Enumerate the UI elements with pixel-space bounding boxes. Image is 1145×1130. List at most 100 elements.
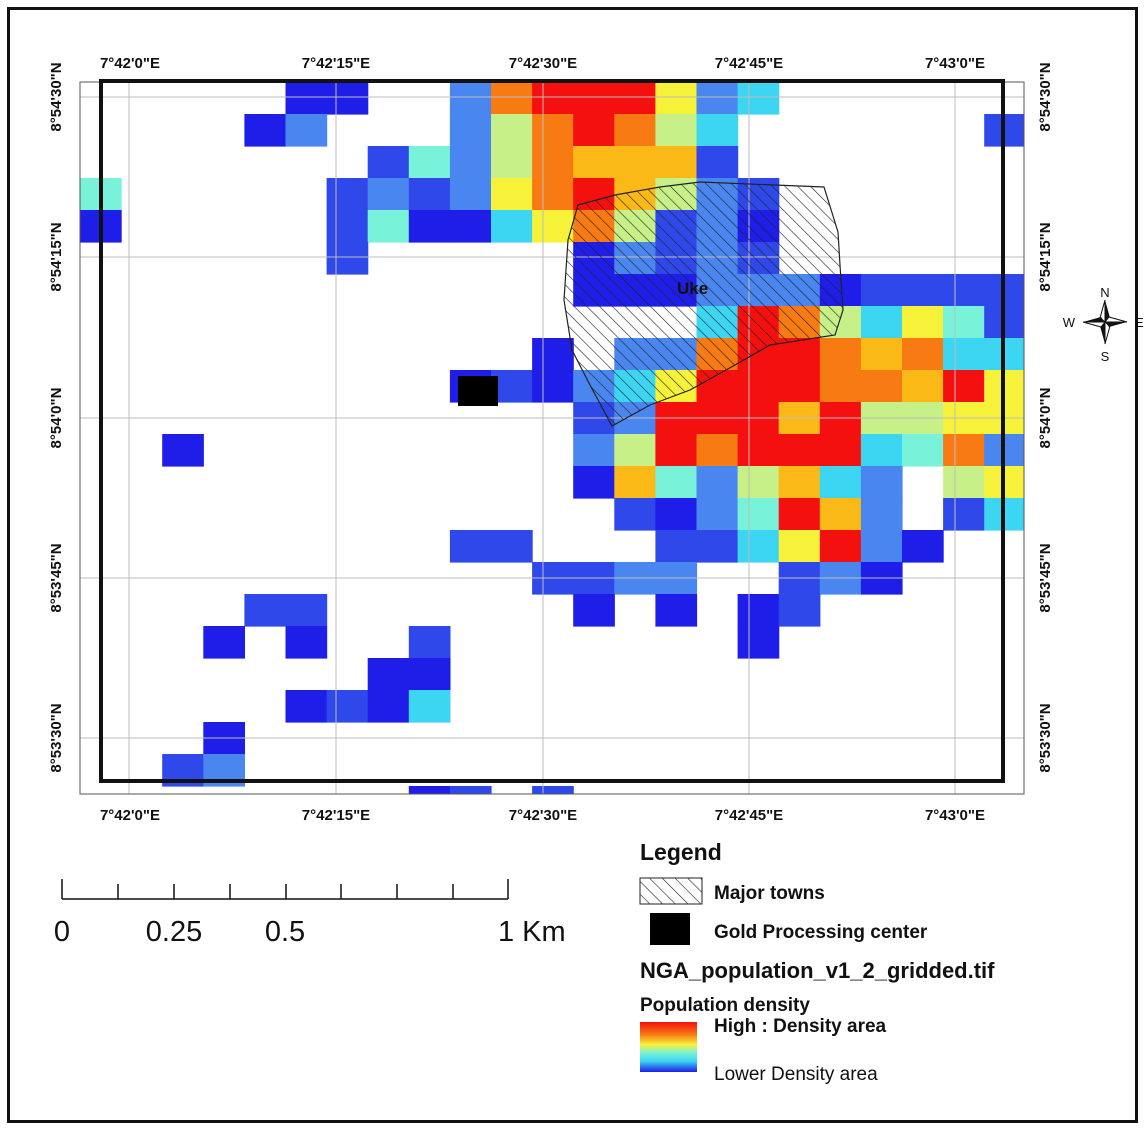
- compass-s: S: [1101, 349, 1110, 364]
- raster-cell: [367, 210, 410, 243]
- raster-cell: [655, 82, 698, 115]
- raster-cell: [943, 274, 985, 307]
- raster-cell: [614, 434, 656, 467]
- raster-cell: [860, 306, 903, 339]
- raster-cell: [532, 82, 574, 115]
- raster-cell: [984, 274, 1024, 307]
- raster-cell: [203, 626, 245, 659]
- population-raster: [80, 82, 1067, 794]
- lat-labels-left: 8°54'30"N 8°54'15"N 8°54'0"N 8°53'45"N 8…: [48, 62, 65, 772]
- raster-cell: [943, 434, 985, 467]
- raster-cell: [737, 466, 780, 499]
- compass-n: N: [1100, 285, 1109, 300]
- raster-cell: [860, 530, 903, 563]
- raster-cell: [449, 82, 492, 115]
- raster-cell: [778, 498, 821, 531]
- lat-label: 8°54'0"N: [1037, 388, 1054, 449]
- raster-cell: [491, 210, 533, 243]
- raster-cell: [737, 498, 780, 531]
- raster-cell: [819, 530, 862, 563]
- raster-cell: [696, 434, 739, 467]
- raster-cell: [943, 306, 985, 339]
- raster-cell: [408, 690, 451, 723]
- raster-cell: [737, 82, 780, 115]
- raster-cell: [860, 370, 903, 403]
- raster-cell: [778, 594, 821, 627]
- raster-cell: [449, 210, 492, 243]
- raster-cell: [244, 594, 287, 627]
- graticule: [80, 82, 1024, 794]
- raster-cell: [984, 338, 1024, 371]
- raster-cell: [449, 146, 492, 179]
- raster-cell: [737, 370, 780, 403]
- raster-cell: [614, 114, 656, 147]
- gold-center-swatch: [650, 913, 690, 945]
- raster-cell: [655, 114, 698, 147]
- raster-cell: [984, 114, 1024, 147]
- raster-cell: [285, 82, 328, 115]
- gold-processing-center: [458, 376, 498, 406]
- raster-cell: [573, 82, 615, 115]
- raster-cell: [491, 114, 533, 147]
- raster-cell: [696, 114, 739, 147]
- raster-cell: [614, 466, 656, 499]
- lon-labels-top: 7°42'0"E 7°42'15"E 7°42'30"E 7°42'45"E 7…: [100, 55, 985, 72]
- raster-cell: [326, 242, 369, 275]
- raster-cell: [860, 274, 903, 307]
- legend-layer-name: NGA_population_v1_2_gridded.tif: [640, 958, 995, 983]
- raster-cell: [819, 498, 862, 531]
- raster-cell: [285, 690, 328, 723]
- raster-cell: [573, 146, 615, 179]
- raster-cell: [696, 146, 739, 179]
- lon-label: 7°42'30"E: [509, 807, 577, 824]
- raster-cell: [984, 306, 1024, 339]
- raster-cell: [860, 434, 903, 467]
- lon-label: 7°42'15"E: [302, 807, 370, 824]
- density-ramp-swatch: [640, 1022, 697, 1072]
- raster-cell: [737, 434, 780, 467]
- raster-cell: [326, 178, 369, 211]
- lat-label: 8°54'30"N: [1037, 62, 1054, 131]
- lon-label: 7°42'45"E: [715, 55, 783, 72]
- scale-label: 0: [54, 916, 70, 948]
- legend-high: High : Density area: [714, 1016, 887, 1037]
- major-towns-swatch: [639, 877, 703, 905]
- raster-cell: [244, 114, 287, 147]
- legend-major-towns: Major towns: [714, 883, 825, 904]
- lat-label: 8°54'15"N: [48, 222, 65, 291]
- raster-cell: [984, 370, 1024, 403]
- raster-cell: [819, 338, 862, 371]
- lon-label: 7°43'0"E: [925, 55, 985, 72]
- town-label-uke: Uke: [677, 279, 708, 298]
- raster-cell: [902, 274, 944, 307]
- lon-label: 7°42'15"E: [302, 55, 370, 72]
- raster-cell: [491, 178, 533, 211]
- raster-cell: [408, 658, 451, 691]
- compass-e: E: [1135, 315, 1144, 330]
- raster-cell: [778, 434, 821, 467]
- raster-cell: [408, 786, 451, 794]
- raster-cell: [778, 466, 821, 499]
- raster-cell: [943, 466, 985, 499]
- raster-cell: [162, 434, 204, 467]
- raster-cell: [819, 370, 862, 403]
- lon-label: 7°42'45"E: [715, 807, 783, 824]
- raster-cell: [696, 82, 739, 115]
- raster-cell: [819, 466, 862, 499]
- raster-cell: [1025, 306, 1067, 339]
- raster-cell: [943, 370, 985, 403]
- lat-label: 8°53'45"N: [48, 543, 65, 612]
- raster-cell: [408, 146, 451, 179]
- raster-cell: [408, 626, 451, 659]
- raster-cell: [449, 114, 492, 147]
- compass-rose-icon: N S W E: [1063, 285, 1144, 364]
- raster-cell: [326, 690, 369, 723]
- raster-cell: [614, 82, 656, 115]
- raster-cell: [778, 530, 821, 563]
- raster-cell: [491, 82, 533, 115]
- raster-cell: [860, 466, 903, 499]
- raster-cell: [1025, 466, 1067, 499]
- scale-label: 0.25: [146, 916, 202, 948]
- raster-cell: [696, 530, 739, 563]
